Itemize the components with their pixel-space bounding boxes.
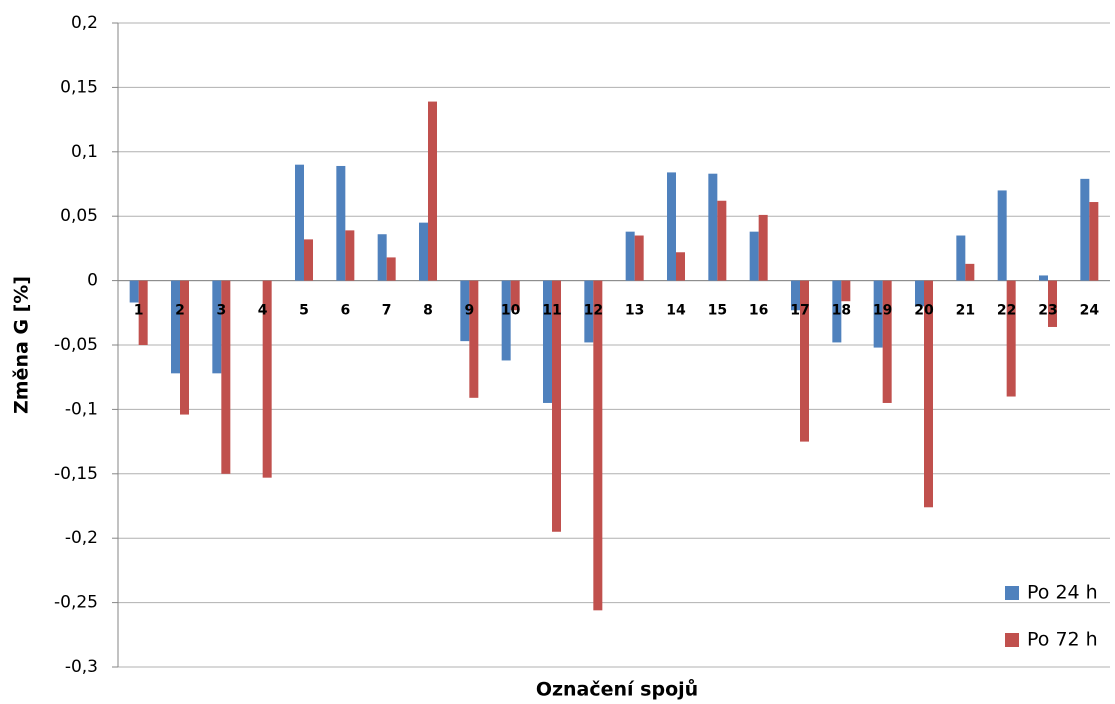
x-tick-label: 20	[914, 303, 934, 319]
bar	[956, 235, 966, 281]
bar	[593, 280, 603, 611]
bar	[584, 280, 594, 343]
bar	[634, 235, 644, 281]
bar	[749, 231, 759, 281]
bar	[304, 239, 313, 281]
bar	[129, 280, 139, 303]
bar	[625, 231, 635, 281]
bar	[676, 252, 685, 281]
y-tick-label: -0,15	[54, 464, 98, 484]
y-tick-label: 0,1	[71, 142, 98, 162]
bar	[419, 222, 428, 281]
x-tick-label: 14	[666, 303, 686, 319]
bar	[212, 280, 222, 374]
bar	[552, 280, 561, 532]
y-tick-label: -0,3	[65, 657, 98, 677]
y-tick-label: -0,25	[54, 593, 98, 613]
y-tick-label: -0,2	[65, 528, 98, 548]
bar	[377, 234, 387, 281]
bar	[1089, 202, 1099, 281]
bar	[915, 280, 924, 307]
x-tick-label: 22	[997, 303, 1016, 319]
bar	[180, 280, 189, 415]
bar	[386, 257, 396, 281]
bar	[1080, 178, 1090, 281]
x-tick-label: 4	[258, 303, 268, 319]
x-tick-label: 3	[216, 303, 226, 319]
x-tick-label: 8	[423, 303, 433, 319]
y-tick-label: 0,05	[60, 206, 98, 226]
x-tick-label: 24	[1080, 303, 1100, 319]
bar	[667, 172, 676, 281]
x-tick-label: 11	[542, 303, 561, 319]
x-axis-title: Označení spojů	[536, 678, 698, 701]
y-tick-label: 0,15	[60, 77, 98, 97]
bar	[469, 280, 479, 398]
bar	[295, 164, 304, 281]
x-tick-label: 21	[956, 303, 975, 319]
x-tick-label: 13	[625, 303, 644, 319]
legend-swatch	[1005, 586, 1019, 600]
x-tick-label: 5	[299, 303, 309, 319]
bar	[708, 173, 718, 281]
x-tick-label: 6	[340, 303, 350, 319]
y-tick-label: -0,05	[54, 335, 98, 355]
bar	[997, 190, 1007, 281]
x-tick-label: 15	[708, 303, 727, 319]
x-tick-label: 1	[134, 303, 144, 319]
bar	[832, 280, 842, 343]
legend-swatch	[1005, 633, 1019, 647]
x-tick-label: 19	[873, 303, 892, 319]
x-tick-label: 23	[1038, 303, 1057, 319]
bar	[262, 280, 272, 478]
bar	[171, 280, 180, 374]
bar	[336, 165, 346, 281]
bar	[924, 280, 933, 508]
bar	[791, 280, 800, 311]
bar	[800, 280, 809, 442]
bar	[841, 280, 851, 302]
y-tick-label: 0,2	[71, 13, 98, 33]
bar	[345, 230, 355, 281]
x-tick-label: 17	[790, 303, 809, 319]
x-tick-label: 18	[832, 303, 851, 319]
y-tick-label: 0	[87, 271, 98, 291]
bar	[501, 280, 511, 361]
bar	[428, 101, 437, 281]
bar	[1039, 275, 1048, 281]
legend-label: Po 72 h	[1027, 629, 1098, 651]
bar	[882, 280, 892, 403]
x-tick-label: 9	[464, 303, 474, 319]
x-tick-label: 10	[501, 303, 521, 319]
bar	[543, 280, 552, 403]
bar	[873, 280, 883, 348]
bar	[510, 280, 520, 311]
bar	[1006, 280, 1016, 397]
legend-label: Po 24 h	[1027, 582, 1098, 604]
bar	[758, 214, 768, 281]
bar	[717, 200, 727, 281]
y-axis-title: Změna G [%]	[11, 276, 33, 414]
bar	[221, 280, 231, 474]
x-tick-label: 2	[175, 303, 185, 319]
bar	[965, 263, 975, 281]
bar	[460, 280, 470, 342]
x-tick-label: 7	[382, 303, 392, 319]
bar	[1048, 280, 1057, 327]
x-tick-label: 16	[749, 303, 768, 319]
x-tick-label: 12	[584, 303, 603, 319]
bar	[138, 280, 148, 345]
y-tick-label: -0,1	[65, 399, 98, 419]
